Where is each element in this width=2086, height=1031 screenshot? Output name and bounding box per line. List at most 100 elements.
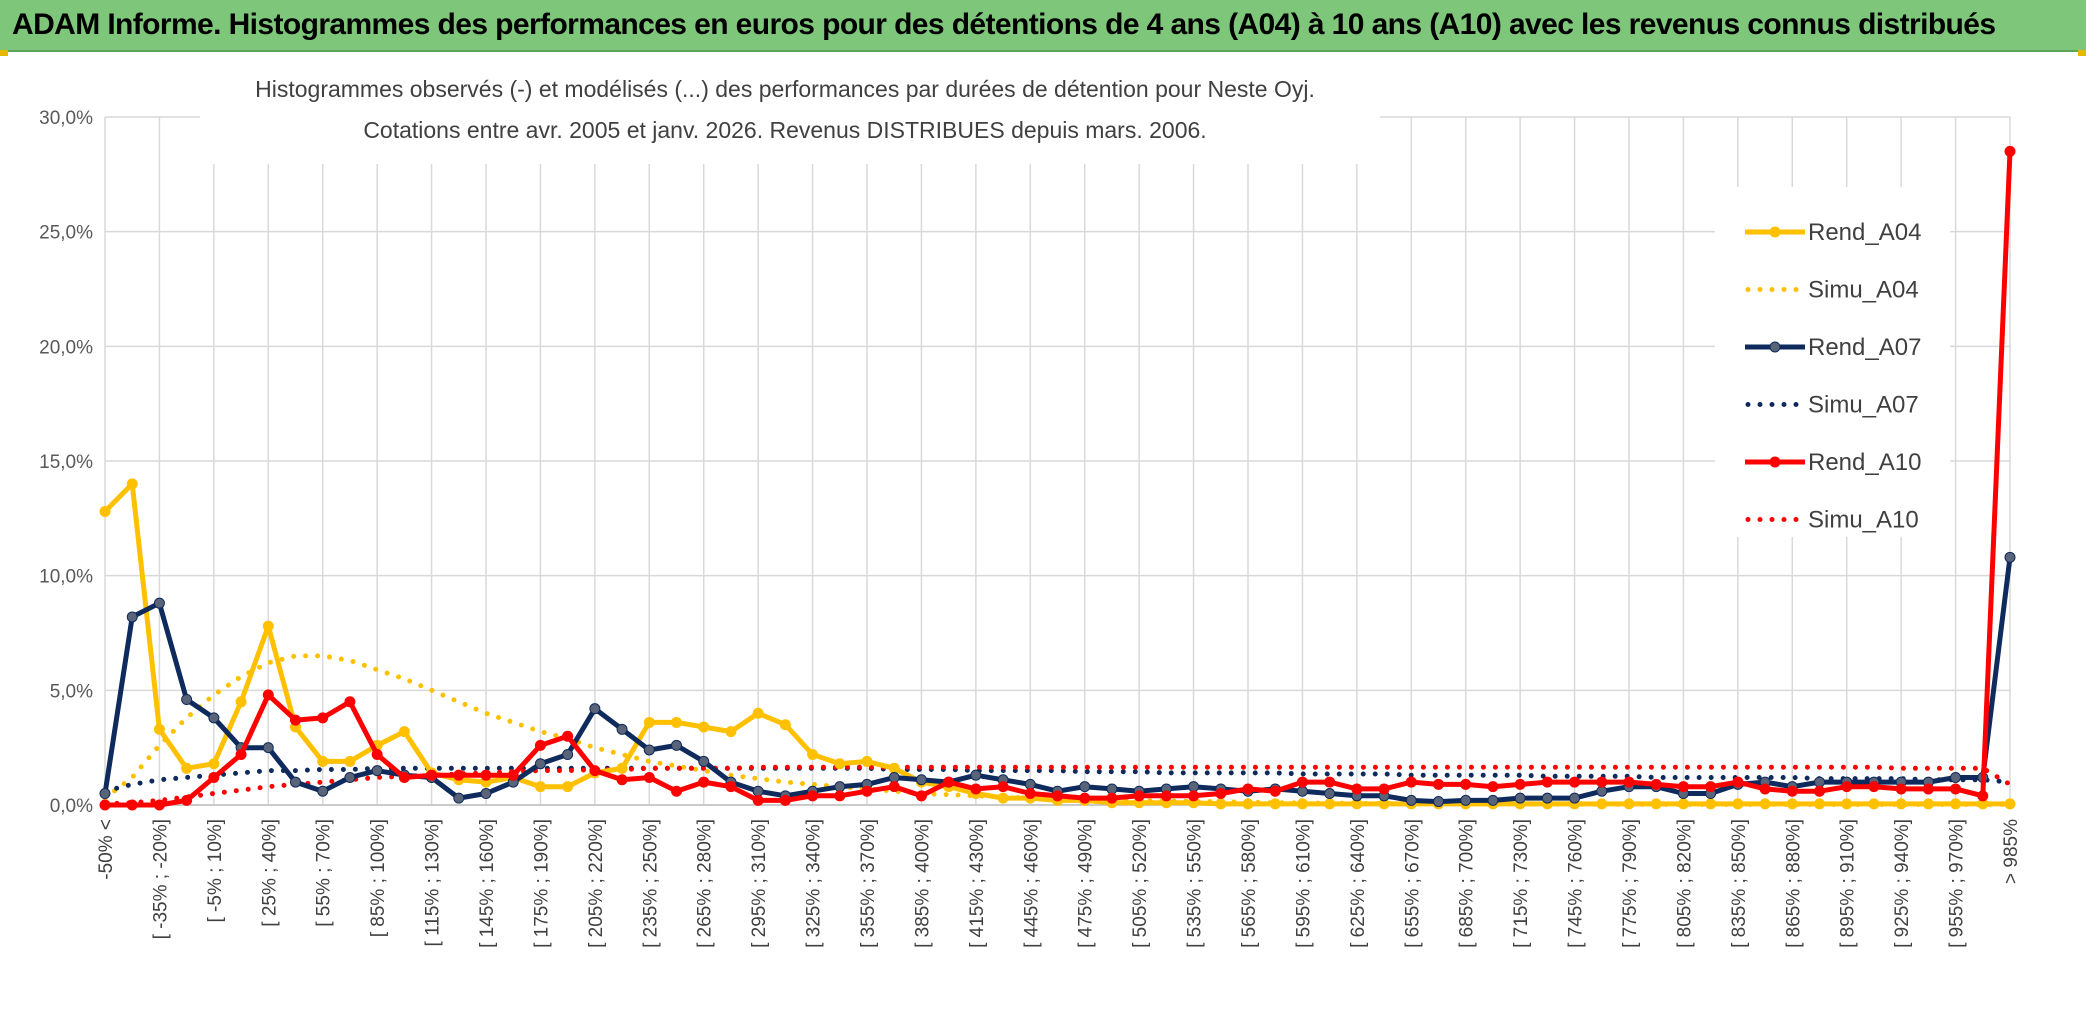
data-point-rend-a10 [398, 771, 410, 783]
data-point-rend-a07 [153, 597, 165, 609]
histogram-chart: 0,0% 5,0% 10,0% 15,0% 20,0% 25,0% 30,0% -50% < [… [39, 60, 2022, 948]
data-point-rend-a07 [534, 758, 546, 770]
x-tick-label: [ 205% ; 220%] [586, 819, 607, 948]
data-point-rend-a10 [807, 790, 819, 802]
x-tick-label: [ 505% ; 520%] [1130, 819, 1151, 948]
data-point-rend-a10 [208, 771, 220, 783]
data-point-rend-a07 [1024, 778, 1036, 790]
data-point-rend-a10 [698, 776, 710, 788]
data-point-rend-a10 [562, 730, 574, 742]
x-tick-label: [ 625% ; 640%] [1348, 819, 1369, 948]
data-point-rend-a04 [2004, 798, 2016, 810]
data-point-rend-a07 [671, 739, 682, 751]
data-point-rend-a10 [317, 712, 329, 724]
x-tick-label: [ 115% ; 130%] [423, 819, 444, 946]
x-tick-label: [ 565% ; 580%] [1239, 819, 1260, 948]
data-point-rend-a10 [671, 785, 682, 797]
x-tick-label: [ 145% ; 160%] [477, 819, 498, 948]
legend-label-simu-a10: Simu_A10 [1808, 507, 1919, 534]
data-point-rend-a10 [915, 790, 927, 802]
data-point-rend-a04 [1705, 798, 1717, 810]
y-tick-label: 30,0% [39, 108, 93, 129]
data-point-rend-a10 [371, 749, 383, 761]
legend-label-rend-a10: Rend_A10 [1808, 449, 1921, 476]
legend-label-rend-a04: Rend_A04 [1808, 219, 1921, 246]
y-tick-label: 10,0% [39, 567, 93, 588]
data-point-rend-a07 [1569, 792, 1581, 804]
chart-title-block: Histogrammes observés (-) et modélisés (… [200, 60, 1380, 164]
corner-mark-right [2078, 50, 2086, 56]
data-point-rend-a10 [1596, 776, 1608, 788]
data-point-rend-a10 [779, 794, 791, 806]
data-point-rend-a07 [1433, 796, 1444, 808]
legend-label-simu-a04: Simu_A04 [1808, 277, 1919, 304]
data-point-rend-a04 [1922, 798, 1934, 810]
x-tick-label: [ 55% ; 70%] [314, 819, 335, 927]
x-tick-label: [ 25% ; 40%] [259, 819, 280, 927]
x-tick-label: [ 325% ; 340%] [804, 819, 825, 948]
data-point-rend-a07 [126, 611, 138, 623]
data-point-rend-a04 [779, 719, 791, 731]
data-point-rend-a10 [1324, 776, 1336, 788]
series-layer [99, 145, 2016, 811]
legend-label-simu-a07: Simu_A07 [1808, 392, 1919, 419]
data-point-rend-a10 [1514, 778, 1526, 790]
chart-title-line-1: Histogrammes observés (-) et modélisés (… [255, 76, 1315, 102]
x-tick-label: [ 535% ; 550%] [1185, 819, 1206, 948]
x-tick-label: [ 835% ; 850%] [1729, 819, 1750, 948]
data-point-rend-a10 [1977, 790, 1989, 802]
data-point-rend-a10 [834, 790, 846, 802]
data-point-rend-a04 [1950, 798, 1962, 810]
x-tick-label: [ 655% ; 670%] [1402, 819, 1423, 948]
data-point-rend-a04 [1841, 798, 1853, 810]
data-point-rend-a10 [725, 781, 737, 793]
data-point-rend-a10 [1378, 783, 1390, 795]
data-point-rend-a07 [1541, 792, 1553, 804]
y-tick-label: 5,0% [50, 681, 93, 702]
x-tick-label: [ 85% ; 100%] [368, 819, 389, 937]
data-point-rend-a10 [235, 749, 247, 761]
data-point-rend-a10 [1650, 778, 1662, 790]
data-point-rend-a04 [1814, 798, 1825, 810]
data-point-rend-a07 [344, 771, 356, 783]
data-point-rend-a10 [616, 774, 628, 786]
x-tick-label: [ 775% ; 790%] [1620, 819, 1641, 948]
data-point-rend-a04 [725, 726, 737, 738]
x-tick-label: [ 445% ; 460%] [1021, 819, 1042, 948]
data-point-rend-a07 [99, 788, 111, 800]
data-point-rend-a04 [317, 755, 329, 767]
data-point-rend-a07 [888, 771, 900, 783]
data-point-rend-a07 [1324, 788, 1336, 800]
data-point-rend-a07 [1487, 794, 1499, 806]
data-point-rend-a10 [1895, 783, 1907, 795]
data-point-rend-a07 [589, 703, 601, 715]
data-point-rend-a10 [1079, 792, 1091, 804]
corner-mark-left [0, 50, 8, 56]
data-point-rend-a10 [1569, 776, 1581, 788]
data-point-rend-a04 [208, 758, 220, 770]
x-tick-label: [ 355% ; 370%] [858, 819, 879, 948]
data-point-rend-a10 [1215, 788, 1227, 800]
data-point-rend-a07 [1405, 794, 1417, 806]
data-point-rend-a10 [1460, 778, 1472, 790]
data-point-rend-a04 [861, 755, 873, 767]
data-point-rend-a10 [1269, 785, 1281, 797]
data-point-rend-a04 [1242, 798, 1254, 810]
data-point-rend-a07 [1596, 785, 1608, 797]
data-point-rend-a10 [970, 783, 982, 795]
data-point-rend-a10 [290, 714, 301, 726]
data-point-rend-a10 [1242, 783, 1254, 795]
x-tick-label: [ 265% ; 280%] [695, 819, 716, 948]
report-header: ADAM Informe. Histogrammes des performan… [0, 0, 2086, 52]
x-tick-label: [ 295% ; 310%] [749, 819, 770, 948]
data-point-rend-a10 [1188, 790, 1200, 802]
data-point-rend-a07 [1950, 771, 1962, 783]
series-line-simu-a04 [102, 653, 2013, 807]
x-tick-label: [ 595% ; 610%] [1293, 819, 1314, 948]
data-point-rend-a04 [126, 478, 138, 490]
data-point-rend-a10 [1623, 776, 1635, 788]
x-tick-label: [ 745% ; 760%] [1566, 819, 1587, 948]
data-point-rend-a04 [1324, 798, 1336, 810]
data-point-rend-a04 [888, 762, 900, 774]
data-point-rend-a10 [643, 771, 655, 783]
